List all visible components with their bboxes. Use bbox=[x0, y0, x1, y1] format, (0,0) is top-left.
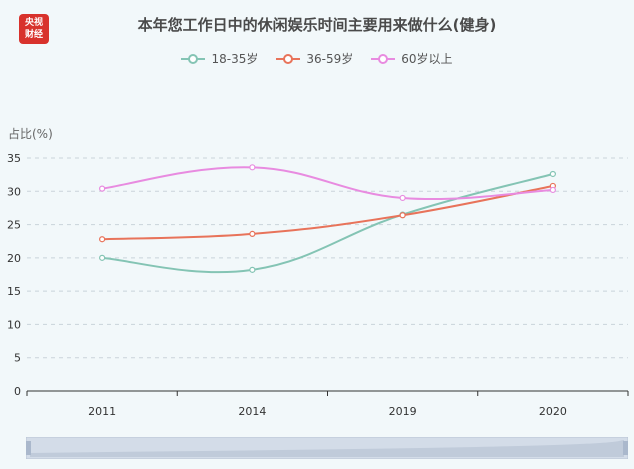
legend-swatch-36-59 bbox=[276, 53, 301, 64]
cctv-finance-logo: 央视 财经 bbox=[19, 14, 49, 44]
data-point[interactable] bbox=[99, 254, 106, 261]
series-line-2 bbox=[101, 166, 553, 201]
data-point[interactable] bbox=[249, 266, 256, 273]
data-zoom-slider[interactable] bbox=[26, 437, 628, 459]
y-tick-label: 15 bbox=[7, 285, 21, 298]
legend-item-36-59[interactable]: 36-59岁 bbox=[276, 50, 353, 67]
data-point[interactable] bbox=[399, 194, 406, 202]
x-tick-label: 2020 bbox=[539, 405, 567, 418]
data-point[interactable] bbox=[549, 170, 556, 178]
slider-left-handle[interactable] bbox=[26, 441, 31, 455]
y-tick-labels: 0 5 10 15 20 25 30 35 bbox=[7, 152, 21, 398]
data-point[interactable] bbox=[249, 164, 256, 171]
data-point[interactable] bbox=[249, 230, 256, 237]
legend-swatch-60-plus bbox=[371, 53, 396, 64]
y-axis-title: 占比(%) bbox=[8, 126, 53, 141]
legend-item-60-plus[interactable]: 60岁以上 bbox=[371, 50, 453, 67]
grid-lines bbox=[27, 157, 628, 392]
series-lines bbox=[99, 164, 556, 274]
x-tick-label: 2019 bbox=[389, 405, 417, 418]
series-line-0 bbox=[102, 173, 554, 274]
y-tick-label: 35 bbox=[7, 152, 21, 165]
x-tick-label: 2011 bbox=[88, 405, 116, 418]
chart-title: 本年您工作日中的休闲娱乐时间主要用来做什么(健身) bbox=[137, 16, 497, 34]
y-tick-label: 5 bbox=[14, 352, 21, 365]
x-tick-labels: 2011 2014 2019 2020 bbox=[26, 391, 629, 418]
y-tick-label: 25 bbox=[7, 219, 21, 232]
data-point[interactable] bbox=[399, 212, 406, 219]
logo-line-1: 央视 bbox=[24, 18, 43, 28]
legend-label-60-plus: 60岁以上 bbox=[401, 52, 453, 66]
x-tick-label: 2014 bbox=[238, 405, 266, 418]
data-point[interactable] bbox=[99, 185, 106, 192]
legend-label-36-59: 36-59岁 bbox=[306, 52, 354, 66]
legend-label-18-35: 18-35岁 bbox=[211, 52, 259, 66]
slider-right-handle[interactable] bbox=[623, 441, 628, 455]
slider-preview bbox=[30, 440, 624, 457]
y-tick-label: 0 bbox=[14, 385, 21, 398]
legend-item-18-35[interactable]: 18-35岁 bbox=[181, 50, 258, 67]
logo-line-2: 财经 bbox=[24, 30, 43, 40]
legend: 18-35岁 36-59岁 60岁以上 bbox=[0, 50, 634, 67]
y-tick-label: 30 bbox=[7, 185, 21, 198]
data-point[interactable] bbox=[99, 236, 106, 243]
y-tick-label: 20 bbox=[7, 252, 21, 265]
data-point[interactable] bbox=[549, 186, 556, 194]
y-tick-label: 10 bbox=[7, 318, 21, 331]
series-line-1 bbox=[102, 184, 554, 241]
legend-swatch-18-35 bbox=[181, 53, 206, 64]
